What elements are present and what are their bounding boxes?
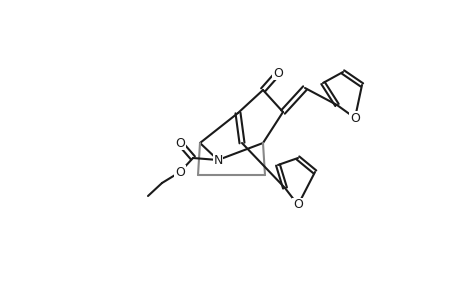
Text: N: N (213, 154, 222, 166)
Text: O: O (349, 112, 359, 124)
Text: O: O (273, 67, 282, 80)
Text: O: O (292, 199, 302, 212)
Text: O: O (175, 136, 185, 149)
Text: O: O (175, 166, 185, 178)
